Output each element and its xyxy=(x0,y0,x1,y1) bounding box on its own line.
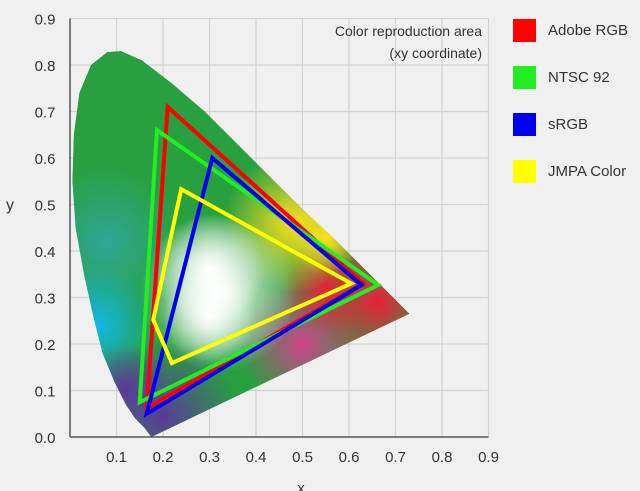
gamut-srgb xyxy=(143,154,365,418)
y-tick-label: 0.6 xyxy=(35,151,56,168)
color-blend xyxy=(163,269,256,363)
legend-label: JMPA Color xyxy=(548,162,627,180)
gamut-jmpa-color xyxy=(151,186,356,366)
x-tick-label: 0.8 xyxy=(432,449,453,466)
y-tick-label: 0.7 xyxy=(35,105,56,122)
x-tick-label: 0.1 xyxy=(106,449,127,466)
chart-title: Color reproduction area xyxy=(335,23,482,39)
y-tick-label: 0.2 xyxy=(35,337,56,354)
spectral-locus xyxy=(72,51,410,438)
x-tick-label: 0.3 xyxy=(199,449,220,466)
legend-swatch xyxy=(513,65,536,89)
legend-item-ntsc-92: NTSC 92 xyxy=(513,65,628,89)
x-tick-label: 0.9 xyxy=(478,449,499,466)
x-tick-label: 0.2 xyxy=(153,449,174,466)
y-tick-label: 0.0 xyxy=(35,430,56,447)
axes xyxy=(69,18,489,438)
y-tick-label: 0.5 xyxy=(35,198,56,215)
x-tick-label: 0.5 xyxy=(292,449,313,466)
legend-swatch xyxy=(513,159,536,183)
legend-item-srgb: sRGB xyxy=(513,112,628,136)
legend-label: sRGB xyxy=(548,115,589,133)
legend: Adobe RGB NTSC 92 sRGB JMPA Color xyxy=(513,18,628,206)
chart-subtitle: (xy coordinate) xyxy=(389,45,482,61)
legend-label: NTSC 92 xyxy=(548,68,610,86)
color-blend xyxy=(288,199,363,275)
x-tick-label: 0.7 xyxy=(385,449,406,466)
y-tick-label: 0.4 xyxy=(35,244,56,261)
legend-item-adobe-rgb: Adobe RGB xyxy=(513,18,628,42)
x-tick-label: 0.4 xyxy=(246,449,267,466)
y-tick-label: 0.8 xyxy=(35,58,56,75)
x-tick-label: 0.6 xyxy=(339,449,360,466)
y-tick-label: 0.3 xyxy=(35,291,56,308)
y-tick-label: 0.1 xyxy=(35,384,56,401)
x-axis-label: x xyxy=(297,480,305,491)
y-tick-label: 0.9 xyxy=(35,12,56,29)
legend-item-jmpa-color: JMPA Color xyxy=(513,159,628,183)
gamut-triangles xyxy=(137,102,383,418)
legend-swatch xyxy=(513,18,536,42)
legend-label: Adobe RGB xyxy=(548,21,629,39)
y-axis-label: y xyxy=(6,197,14,214)
legend-swatch xyxy=(513,112,536,136)
